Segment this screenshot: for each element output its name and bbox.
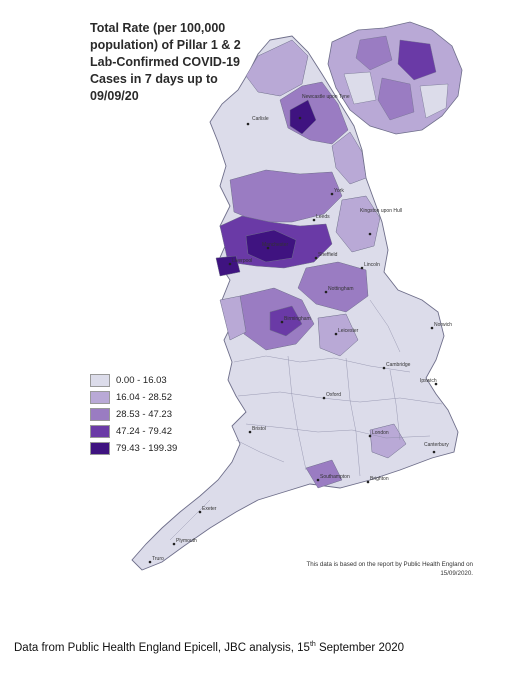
legend-label: 79.43 - 199.39 (116, 443, 178, 454)
region-birmingham (269, 305, 303, 337)
region-east-midlands (297, 261, 369, 313)
map-title-line: Cases in 7 days up to (90, 72, 218, 86)
map-title-line: 09/09/20 (90, 89, 139, 103)
london-borough-c (343, 71, 377, 105)
place-label: Brighton (370, 476, 389, 482)
london-borough-d (377, 77, 415, 121)
figure-caption: Data from Public Health England Epicell,… (14, 641, 404, 654)
map-legend: 0.00 - 16.03 16.04 - 28.52 28.53 - 47.23… (90, 374, 177, 459)
place-label: Truro (152, 556, 164, 562)
place-label: Oxford (326, 392, 341, 398)
place-label: Newcastle upon Tyne (302, 94, 350, 100)
legend-item: 16.04 - 28.52 (90, 391, 177, 404)
region-north (245, 39, 309, 97)
legend-label: 16.04 - 28.52 (116, 392, 172, 403)
legend-label: 47.24 - 79.42 (116, 426, 172, 437)
caption-text-end: September 2020 (315, 641, 405, 654)
place-label: Nottingham (328, 286, 354, 292)
place-label: Exeter (202, 506, 217, 512)
legend-item: 0.00 - 16.03 (90, 374, 177, 387)
place-label: Bristol (252, 426, 266, 432)
legend-swatch (90, 425, 110, 438)
legend-swatch (90, 442, 110, 455)
legend-swatch (90, 374, 110, 387)
caption-superscript: th (309, 641, 316, 648)
region-yorkshire-east (335, 195, 381, 253)
place-label: Lincoln (364, 262, 380, 268)
place-label: Carlisle (252, 116, 269, 122)
region-shropshire (219, 295, 247, 341)
place-label: Liverpool (232, 258, 252, 264)
region-leicester (317, 313, 359, 357)
place-label: Norwich (434, 322, 452, 328)
map-title-line: Lab-Confirmed COVID-19 (90, 55, 241, 69)
region-southcoast (305, 459, 343, 489)
place-label: Plymouth (176, 538, 197, 544)
region-newcastle (289, 99, 317, 135)
london-inset (327, 21, 463, 135)
map-svg: Carlisle Newcastle upon Tyne Kingston up… (131, 21, 463, 571)
region-london-east (369, 423, 407, 459)
place-label: Cambridge (386, 362, 411, 368)
map-title-line: Total Rate (per 100,000 (90, 21, 226, 35)
legend-item: 47.24 - 79.42 (90, 425, 177, 438)
place-label: Kingston upon Hull (360, 208, 402, 214)
caption-text: Data from Public Health England Epicell,… (14, 641, 310, 654)
legend-item: 28.53 - 47.23 (90, 408, 177, 421)
legend-item: 79.43 - 199.39 (90, 442, 177, 455)
london-borough-a (355, 35, 393, 71)
place-label: London (372, 430, 389, 436)
place-label: Ipswich (420, 378, 437, 384)
region-manchester (245, 229, 297, 263)
place-labels: Carlisle Newcastle upon Tyne Kingston up… (148, 94, 452, 564)
source-note: This data is based on the report by Publ… (306, 561, 473, 577)
london-borough-b (397, 39, 437, 81)
district-borders (169, 299, 443, 541)
place-label: Sheffield (318, 252, 338, 258)
london-borough-e (419, 83, 449, 119)
legend-swatch (90, 391, 110, 404)
place-label: Southampton (320, 474, 350, 480)
place-label: York (334, 188, 344, 194)
place-label: Canterbury (424, 442, 449, 448)
england-choropleth-map: Carlisle Newcastle upon Tyne Kingston up… (70, 0, 490, 592)
map-title-line: population) of Pillar 1 & 2 (90, 38, 241, 52)
place-label: Leicester (338, 328, 359, 334)
legend-label: 28.53 - 47.23 (116, 409, 172, 420)
place-label: Manchester (262, 242, 288, 248)
region-liverpool (215, 255, 241, 277)
place-label: Birmingham (284, 316, 311, 322)
legend-label: 0.00 - 16.03 (116, 375, 167, 386)
region-northeast (331, 131, 367, 185)
legend-swatch (90, 408, 110, 421)
map-title: Total Rate (per 100,000 population) of P… (90, 20, 260, 105)
place-label: Leeds (316, 214, 330, 220)
